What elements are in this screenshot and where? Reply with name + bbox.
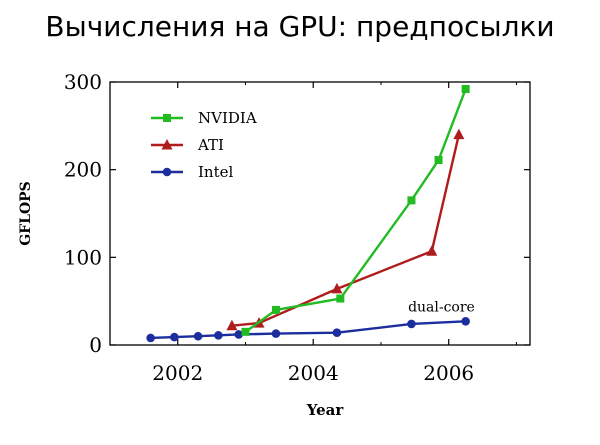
- intel-point: [146, 333, 155, 343]
- y-tick-label: 100: [64, 245, 102, 269]
- series-ati: [226, 128, 465, 331]
- x-tick-label: 2002: [152, 361, 203, 385]
- plot-frame: [109, 81, 531, 346]
- intel-point: [170, 332, 179, 342]
- series-intel: [146, 317, 470, 343]
- intel-point: [234, 330, 244, 339]
- y-tick-label: 0: [89, 333, 102, 357]
- y-tick-label: 300: [64, 70, 102, 94]
- intel-point: [271, 329, 281, 338]
- legend-label-intel: Intel: [198, 163, 233, 181]
- x-tick-label: 2004: [288, 361, 339, 385]
- nvidia-point: [407, 196, 416, 205]
- ati-point: [226, 319, 238, 331]
- nvidia-point: [434, 156, 443, 165]
- slide-title: Вычисления на GPU: предпосылки: [45, 10, 555, 43]
- series-nvidia: [241, 85, 470, 336]
- dual-core-annotation: dual-core: [408, 300, 475, 316]
- y-tick-label: 200: [64, 158, 102, 182]
- legend-marker-intel: [162, 167, 172, 177]
- legend-label-nvidia: NVIDIA: [198, 109, 257, 127]
- intel-point: [461, 317, 470, 326]
- legend-marker-nvidia: [163, 114, 171, 122]
- nvidia-point: [461, 85, 470, 94]
- ati-point: [331, 282, 343, 294]
- nvidia-point: [336, 294, 345, 303]
- nvidia-line: [244, 88, 467, 333]
- intel-point: [407, 319, 416, 329]
- ati-point: [453, 128, 465, 140]
- legend-label-ati: ATI: [197, 136, 224, 154]
- intel-point: [214, 331, 223, 340]
- ati-line: [231, 134, 461, 327]
- nvidia-point: [241, 327, 250, 336]
- ati-point: [426, 245, 438, 256]
- legend-marker-ati: [161, 139, 173, 150]
- intel-point: [193, 331, 203, 341]
- y-axis-label: GFLOPS: [18, 181, 34, 246]
- intel-point: [332, 328, 342, 338]
- nvidia-point: [271, 305, 280, 314]
- x-axis-label: Year: [306, 401, 345, 419]
- x-tick-label: 2006: [423, 361, 474, 385]
